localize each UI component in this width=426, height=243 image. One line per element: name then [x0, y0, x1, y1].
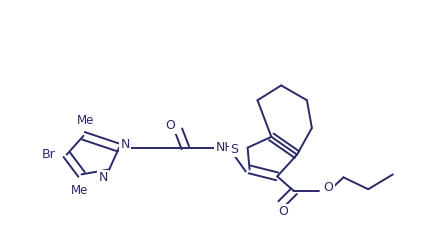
Text: N: N: [98, 171, 108, 184]
Text: Me: Me: [71, 184, 88, 197]
Text: Me: Me: [77, 113, 94, 127]
Text: O: O: [165, 120, 175, 132]
Text: O: O: [323, 181, 333, 194]
Text: O: O: [278, 205, 288, 218]
Text: NH: NH: [215, 141, 234, 154]
Text: Br: Br: [42, 148, 56, 161]
Text: N: N: [120, 138, 130, 151]
Text: S: S: [229, 143, 237, 156]
